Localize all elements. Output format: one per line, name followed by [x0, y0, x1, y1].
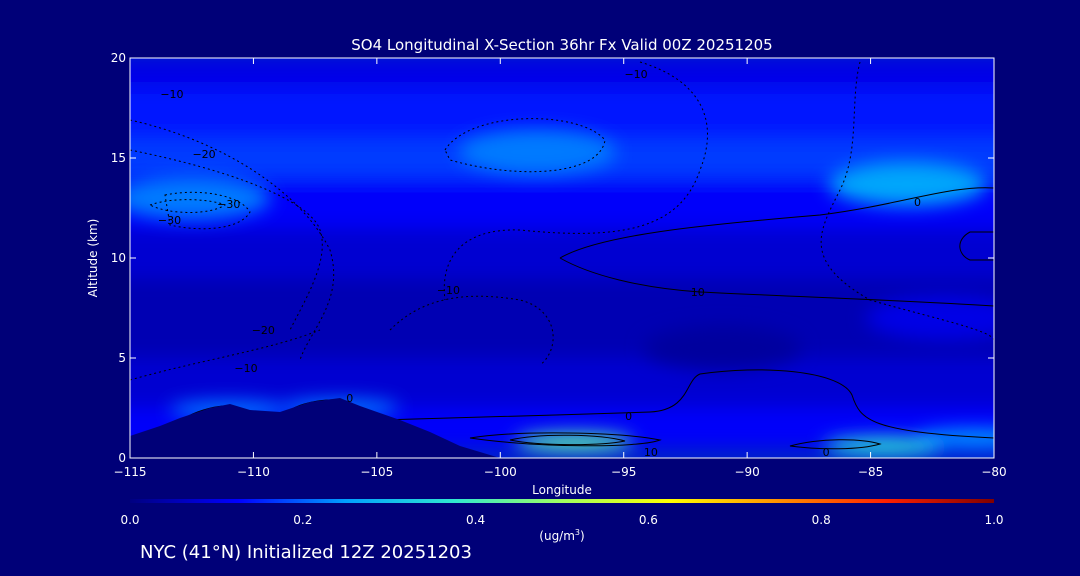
field-patch [643, 326, 802, 370]
colorbar-tick-label: 0.2 [293, 513, 312, 527]
contour-label: −30 [158, 214, 181, 227]
contour-label: 0 [914, 196, 921, 209]
contour-line-negative [130, 119, 335, 361]
field-band [130, 88, 994, 138]
contour-line-negative [130, 149, 323, 331]
colorbar-ticks: 0.0 0.2 0.4 0.6 0.8 1.0 [120, 513, 1003, 527]
field-band [130, 58, 994, 88]
contour-line-zero [379, 369, 994, 439]
footer-info: NYC (41°N) Initialized 12Z 20251203 [140, 542, 472, 563]
colorbar-tick-label: 1.0 [984, 513, 1003, 527]
contour-line-zero [559, 257, 994, 307]
colorbar-tick-label: 0.4 [466, 513, 485, 527]
contour-line-negative [443, 61, 708, 301]
field-patch [823, 437, 943, 455]
contour-label: −20 [192, 148, 215, 161]
contour-line-zero [559, 187, 994, 259]
field-patch [865, 296, 994, 340]
contour-label: −10 [234, 362, 257, 375]
colorbar [130, 499, 994, 503]
contour-line-negative [164, 191, 251, 230]
contour-label: −30 [217, 198, 240, 211]
x-tick-label: −90 [734, 465, 759, 479]
x-tick-label: −85 [858, 465, 883, 479]
contour-label: −10 [160, 88, 183, 101]
y-tick-label: 15 [111, 151, 126, 165]
y-tick-label: 5 [118, 351, 126, 365]
x-axis: −115 −110 −105 −100 −95 −90 −85 −80 [114, 58, 1007, 479]
x-tick-label: −115 [114, 465, 147, 479]
y-axis-label: Altitude (km) [86, 219, 100, 298]
field-patch [828, 162, 987, 206]
contour-line-positive [509, 434, 626, 446]
x-tick-label: −80 [981, 465, 1006, 479]
contour-line-negative [130, 329, 321, 381]
x-axis-label: Longitude [532, 483, 592, 497]
contour-label: 10 [644, 446, 658, 459]
contour-label: −10 [624, 68, 647, 81]
contour-label: 0 [346, 392, 353, 405]
field-band [130, 228, 994, 278]
field-bands [130, 58, 994, 448]
contour-line-negative [820, 61, 994, 341]
contour-label: 0 [823, 446, 830, 459]
contour-line-positive [469, 432, 662, 447]
contour-label: −10 [437, 284, 460, 297]
contour-line-negative [148, 199, 226, 213]
y-tick-label: 10 [111, 251, 126, 265]
x-tick-label: −95 [611, 465, 636, 479]
field-patch [130, 176, 271, 220]
field-band [130, 358, 994, 408]
y-axis: 0 5 10 15 20 [111, 51, 994, 465]
terrain-mask [130, 398, 500, 458]
colorbar-tick-label: 0.8 [812, 513, 831, 527]
contour-line-negative [444, 118, 606, 173]
chart-title: SO4 Longitudinal X-Section 36hr Fx Valid… [351, 36, 772, 54]
contour-line-positive [789, 439, 882, 450]
contour-line-zero [959, 231, 994, 261]
contour-label: −20 [252, 324, 275, 337]
plot-area: −10 −20 −30 −30 −20 −10 −10 −10 0 0 0 10 10 0 [130, 58, 994, 459]
field-band [130, 278, 994, 358]
contour-labels: −10 −20 −30 −30 −20 −10 −10 −10 0 0 0 10 10 0 [158, 68, 921, 459]
contour-label: 10 [691, 286, 705, 299]
field-patch [458, 130, 617, 174]
y-tick-label: 0 [118, 451, 126, 465]
x-tick-label: −110 [237, 465, 270, 479]
contour-label: 0 [625, 410, 632, 423]
colorbar-tick-label: 0.6 [639, 513, 658, 527]
x-tick-label: −100 [484, 465, 517, 479]
x-tick-label: −105 [360, 465, 393, 479]
colorbar-tick-label: 0.0 [120, 513, 139, 527]
colorbar-unit-label: (ug/m3) [539, 528, 584, 543]
field-patch [915, 429, 994, 447]
y-tick-label: 20 [111, 51, 126, 65]
